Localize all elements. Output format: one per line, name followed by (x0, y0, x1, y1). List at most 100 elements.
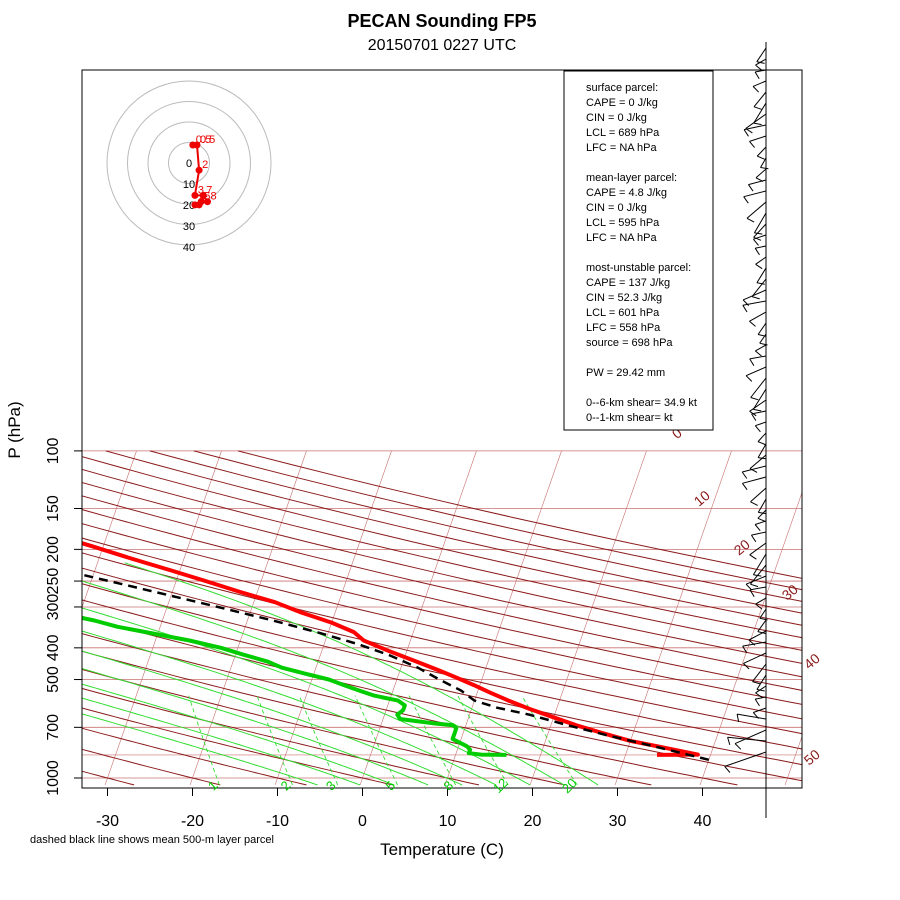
hodograph-point (191, 201, 199, 209)
wind-barb-flag (752, 86, 760, 93)
y-tick-label: 500 (45, 666, 62, 693)
wind-barb (757, 619, 767, 632)
wind-barb (753, 223, 767, 238)
wind-barb (753, 212, 767, 234)
dry-adiabat (105, 450, 802, 614)
dry-adiabat (82, 687, 480, 786)
wind-barb (755, 69, 767, 73)
wind-barb-flag (755, 263, 763, 270)
wind-barb (743, 190, 767, 198)
info-line: CAPE = 0 J/kg (586, 97, 658, 109)
wind-barb-flag (724, 766, 731, 773)
wind-barb-flag (753, 408, 762, 412)
dry-adiabat (82, 552, 802, 720)
wind-barb-flag (755, 64, 763, 71)
wind-barb (751, 410, 767, 415)
wind-barb (743, 652, 767, 664)
plot-frame (81, 69, 803, 789)
wind-barb-flag (727, 737, 731, 746)
dry-adiabat (82, 669, 566, 786)
hodograph-point (193, 141, 201, 149)
y-tick-label: 200 (45, 536, 62, 563)
x-tick-label: 30 (609, 813, 627, 830)
dry-adiabat (82, 468, 802, 639)
isotherm-line (0, 451, 52, 785)
dry-adiabat (193, 450, 802, 591)
x-tick-label: 20 (524, 813, 542, 830)
parcel-line (82, 573, 710, 762)
hodograph-point-label: 5 (204, 191, 210, 203)
wind-barb (754, 520, 767, 525)
mixing-ratio-line (408, 695, 457, 786)
moist-adiabat (82, 650, 463, 786)
moist-adiabat (82, 697, 361, 786)
x-tick-label: -20 (181, 813, 204, 830)
wind-barb (756, 674, 767, 690)
wind-barb (724, 751, 767, 767)
wind-barb-flag (759, 342, 768, 346)
info-line: 0--6-km shear= 34.9 kt (586, 397, 697, 409)
wind-barb (743, 124, 767, 131)
wind-barb-flag (741, 471, 748, 479)
moist-adiabat (82, 713, 318, 786)
wind-barb (737, 713, 767, 720)
wind-barb-flag (749, 320, 756, 327)
dry-adiabat-label: 40 (801, 650, 823, 672)
wind-barb (757, 432, 767, 442)
x-axis: -30 -20 -10 0 10 20 30 40 (96, 788, 712, 830)
wind-barb (756, 267, 767, 284)
wind-barb-flag (754, 350, 762, 357)
wind-barb-flag (745, 375, 753, 382)
wind-barb (742, 476, 767, 484)
wind-barb-flag (743, 663, 750, 670)
isotherm-line (699, 491, 802, 786)
hodograph-point (199, 191, 207, 199)
dry-adiabat (82, 583, 802, 750)
wind-barb (756, 146, 767, 157)
wind-barb (745, 575, 767, 585)
y-tick-label: 300 (45, 594, 62, 621)
wind-barb (749, 311, 767, 322)
wind-barb (752, 553, 767, 575)
mixing-ratio-label: 5 (382, 778, 398, 794)
wind-barb-flag (753, 236, 762, 241)
hodograph-ring (168, 142, 210, 184)
wind-barb (756, 47, 767, 62)
wind-barb-flag (749, 554, 757, 560)
wind-barb (742, 641, 767, 647)
wind-barb (755, 58, 767, 66)
wind-barb (742, 300, 767, 306)
x-tick-label: -30 (96, 813, 119, 830)
dry-adiabat (82, 495, 802, 664)
dry-adiabat (237, 450, 802, 579)
wind-barb (745, 366, 767, 377)
wind-barb (752, 80, 767, 87)
x-tick-label: 0 (358, 813, 367, 830)
info-line: CIN = 0 J/kg (586, 112, 647, 124)
wind-barb-flag (753, 238, 759, 246)
mixing-ratio-line (457, 695, 509, 786)
isotherm-line (529, 450, 647, 786)
wind-barb-flag (757, 517, 766, 522)
info-line: LCL = 595 hPa (586, 217, 660, 229)
wind-barb (753, 91, 767, 108)
wind-barb (750, 487, 767, 503)
isotherm-line (444, 450, 562, 786)
wind-barb (749, 586, 767, 591)
wind-barb (742, 289, 767, 301)
wind-barb-flag (750, 534, 757, 543)
wind-barb-flag (760, 167, 769, 170)
wind-barb (755, 256, 767, 265)
wind-barb (759, 333, 767, 344)
info-line: CAPE = 4.8 J/kg (586, 187, 667, 199)
wind-barb (755, 168, 767, 179)
wind-barb-flag (734, 743, 742, 750)
wind-barb-flag (756, 689, 765, 692)
wind-barb (760, 157, 767, 168)
hodograph-point (195, 166, 203, 174)
wind-barb (746, 201, 767, 219)
hodograph-point-label: 7 (206, 184, 212, 196)
wind-barb-flag (753, 122, 762, 126)
